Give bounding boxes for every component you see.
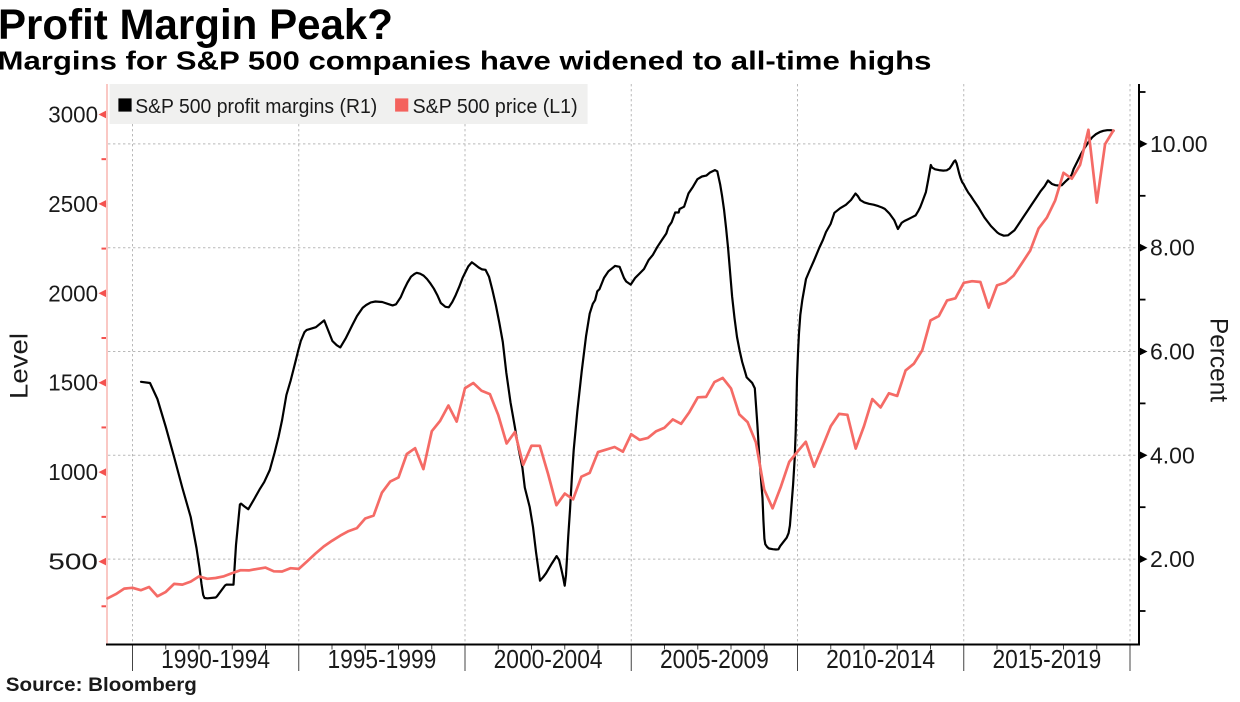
svg-text:1500: 1500 — [48, 370, 98, 396]
svg-text:6.00: 6.00 — [1150, 339, 1195, 365]
svg-text:3000: 3000 — [48, 101, 98, 127]
svg-text:2000-2004: 2000-2004 — [494, 644, 603, 674]
svg-text:Source: Bloomberg: Source: Bloomberg — [6, 674, 197, 696]
svg-text:Level: Level — [6, 333, 34, 399]
svg-text:1990-1994: 1990-1994 — [161, 644, 270, 674]
svg-text:8.00: 8.00 — [1150, 235, 1195, 261]
svg-text:S&P 500 price (L1): S&P 500 price (L1) — [413, 95, 578, 118]
svg-text:4.00: 4.00 — [1150, 442, 1195, 468]
svg-text:2015-2019: 2015-2019 — [992, 644, 1101, 674]
svg-text:10.00: 10.00 — [1150, 131, 1208, 157]
svg-text:1995-1999: 1995-1999 — [327, 644, 436, 674]
svg-text:2010-2014: 2010-2014 — [826, 644, 935, 674]
svg-text:S&P 500 profit margins (R1): S&P 500 profit margins (R1) — [135, 95, 377, 118]
svg-text:2.00: 2.00 — [1150, 546, 1195, 572]
svg-text:1000: 1000 — [48, 459, 98, 485]
svg-text:2500: 2500 — [48, 191, 98, 217]
svg-text:Profit Margin Peak?: Profit Margin Peak? — [0, 2, 393, 49]
svg-text:Margins for S&P 500 companies: Margins for S&P 500 companies have widen… — [0, 45, 932, 75]
svg-text:500: 500 — [48, 549, 98, 575]
svg-text:2005-2009: 2005-2009 — [660, 644, 769, 674]
svg-text:Percent: Percent — [1205, 318, 1233, 402]
svg-text:2000: 2000 — [48, 280, 98, 306]
